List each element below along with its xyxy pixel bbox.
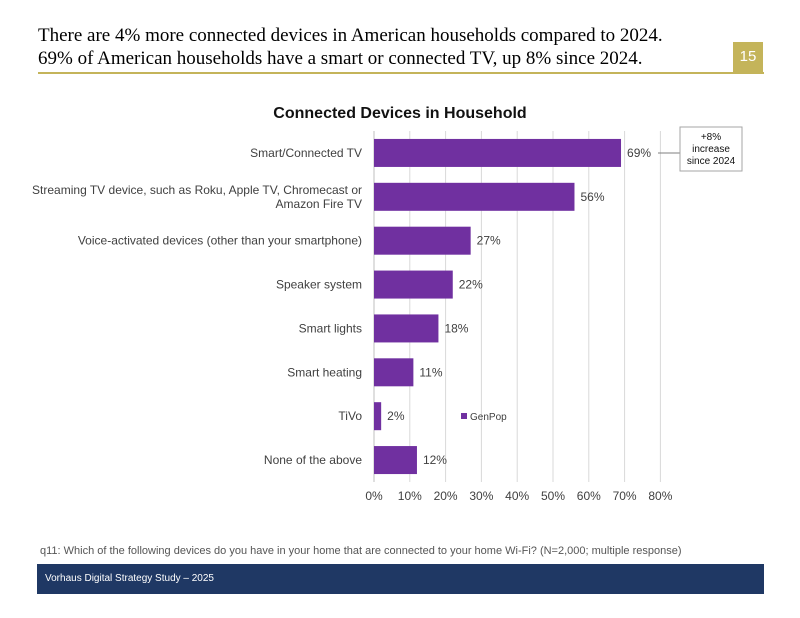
bar [374,270,453,299]
category-label: Smart lights [299,321,362,335]
bar-value-label: 22% [459,278,483,292]
x-tick-label: 0% [365,489,383,503]
bar-value-label: 18% [444,321,468,335]
survey-question-footnote: q11: Which of the following devices do y… [40,545,682,557]
callout-box [679,126,743,172]
category-label-line: Smart heating [287,365,362,379]
category-label-line: Speaker system [276,278,362,292]
category-label-line: Smart/Connected TV [250,146,362,160]
legend-label: GenPop [470,412,507,423]
category-label: TiVo [338,409,362,423]
bar-chart: Connected Devices in Household 0% 10% 20% 30… [32,105,743,503]
bar [374,138,622,167]
bar-value-label: 56% [580,190,604,204]
callout-text: since 2024 [687,156,736,167]
bar [374,402,382,431]
headline: There are 4% more connected devices in A… [38,24,728,70]
chart-title: Connected Devices in Household [273,105,526,122]
footer-text: Vorhaus Digital Strategy Study – 2025 [45,573,214,584]
bar [374,226,471,255]
callout-text: increase [692,144,730,155]
bar-value-label: 11% [419,365,442,379]
page-number-badge: 15 [733,42,763,72]
bar-value-label: 12% [423,453,447,467]
x-tick-label: 60% [577,489,601,503]
category-label: Smart heating [287,365,362,379]
category-label: Smart/Connected TV [250,146,362,160]
category-label: Voice-activated devices (other than your… [78,234,362,248]
x-tick-label: 40% [505,489,529,503]
bar [374,314,439,343]
bar [374,446,417,475]
x-tick-label: 80% [648,489,672,503]
bar [374,182,575,211]
x-tick-label: 20% [434,489,458,503]
category-label-line: Streaming TV device, such as Roku, Apple… [32,183,362,197]
header-divider [38,72,764,74]
category-label-line: TiVo [338,409,362,423]
bar-value-label: 27% [477,234,501,248]
category-label: None of the above [264,453,362,467]
category-label-line: Smart lights [299,321,362,335]
x-tick-label: 50% [541,489,565,503]
x-tick-label: 10% [398,489,422,503]
callout-text: +8% [701,132,721,143]
headline-line-1: There are 4% more connected devices in A… [38,25,663,46]
category-label: Speaker system [276,278,362,292]
x-tick-label: 30% [469,489,493,503]
bar-value-label: 69% [627,146,651,160]
bar [374,358,414,387]
x-tick-label: 70% [613,489,637,503]
category-label-line: None of the above [264,453,362,467]
headline-line-2: 69% of American households have a smart … [38,48,643,69]
footer-bar: Vorhaus Digital Strategy Study – 2025 [37,564,764,594]
bar-value-label: 2% [387,409,405,423]
category-label-line: Amazon Fire TV [276,197,362,211]
category-label: Streaming TV device, such as Roku, Apple… [32,183,362,211]
legend-swatch [461,413,467,419]
category-label-line: Voice-activated devices (other than your… [78,234,362,248]
